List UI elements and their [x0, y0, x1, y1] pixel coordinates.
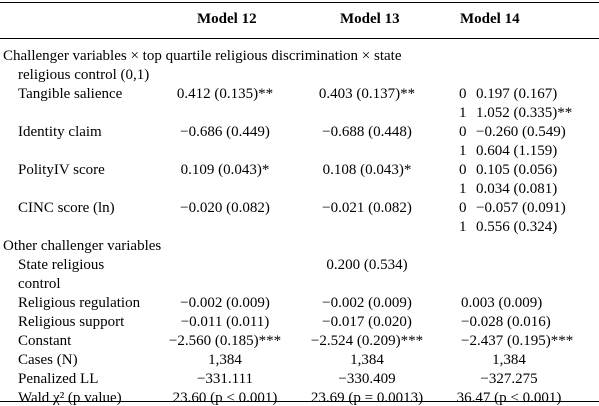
cell-model-13: −0.021 (0.082)	[322, 200, 412, 216]
cell-model-13: 0.403 (0.137)**	[318, 86, 416, 102]
cell-model-14: −0.028 (0.016)	[461, 314, 551, 330]
section-title: Other challenger variables	[3, 238, 162, 254]
header-model-14: Model 14	[460, 11, 520, 27]
header-model-13: Model 13	[340, 11, 400, 27]
model-14-flag: 1	[459, 143, 467, 159]
cell-model-14: 0.197 (0.167)	[476, 86, 558, 102]
cell-model-13: −0.688 (0.448)	[322, 124, 412, 140]
cell-model-14: 0.604 (1.159)	[476, 143, 558, 159]
cell-model-12: −0.686 (0.449)	[180, 124, 270, 140]
row-label: Religious regulation	[18, 295, 141, 311]
cell-model-14: −0.260 (0.549)	[476, 124, 566, 140]
row-label: Constant	[18, 333, 72, 349]
stat-label: Penalized LL	[18, 371, 99, 387]
model-14-flag: 0	[459, 162, 467, 178]
section-title: religious control (0,1)	[18, 67, 150, 83]
row-label: State religious	[18, 257, 105, 273]
row-label: control	[18, 276, 61, 292]
cell-model-13: 0.200 (0.534)	[326, 257, 408, 273]
top-rule	[0, 2, 599, 3]
header-rule	[0, 38, 599, 39]
cell-model-12: −0.020 (0.082)	[180, 200, 270, 216]
cell-model-13: −0.017 (0.020)	[322, 314, 412, 330]
stat-label: Cases (N)	[18, 352, 78, 368]
stat-model-13: −330.409	[338, 371, 396, 387]
row-label: Identity claim	[18, 124, 102, 140]
cell-model-13: 0.108 (0.043)*	[322, 162, 412, 178]
model-14-flag: 0	[459, 124, 467, 140]
cell-model-12: −2.560 (0.185)***	[168, 333, 282, 349]
model-14-flag: 0	[459, 200, 467, 216]
cell-model-12: 0.109 (0.043)*	[180, 162, 270, 178]
row-label: Religious support	[18, 314, 125, 330]
header-model-12: Model 12	[197, 11, 257, 27]
row-label: PolityIV score	[18, 162, 105, 178]
cell-model-14: 0.003 (0.009)	[461, 295, 543, 311]
stat-model-12: 1,384	[208, 352, 242, 368]
model-14-flag: 1	[459, 105, 467, 121]
section-title: Challenger variables × top quartile reli…	[3, 48, 402, 64]
cell-model-14: 1.052 (0.335)**	[476, 105, 573, 121]
model-14-flag: 1	[459, 181, 467, 197]
model-14-flag: 1	[459, 219, 467, 235]
cell-model-13: −0.002 (0.009)	[322, 295, 412, 311]
cell-model-12: 0.412 (0.135)**	[176, 86, 274, 102]
cell-model-12: −0.002 (0.009)	[180, 295, 270, 311]
cell-model-14: 0.105 (0.056)	[476, 162, 558, 178]
cell-model-14: −0.057 (0.091)	[476, 200, 566, 216]
stat-model-13: 1,384	[350, 352, 384, 368]
cell-model-14: −2.437 (0.195)***	[461, 333, 574, 349]
cell-model-14: 0.034 (0.081)	[476, 181, 558, 197]
row-label: CINC score (ln)	[18, 200, 115, 216]
stat-model-14: −327.275	[480, 371, 538, 387]
stat-model-12: −331.111	[196, 371, 254, 387]
cell-model-14: 0.556 (0.324)	[476, 219, 558, 235]
cell-model-13: −2.524 (0.209)***	[310, 333, 424, 349]
model-14-flag: 0	[459, 86, 467, 102]
stat-model-14: 1,384	[492, 352, 526, 368]
row-label: Tangible salience	[18, 86, 123, 102]
bottom-rule	[0, 401, 599, 402]
cell-model-12: −0.011 (0.011)	[180, 314, 270, 330]
